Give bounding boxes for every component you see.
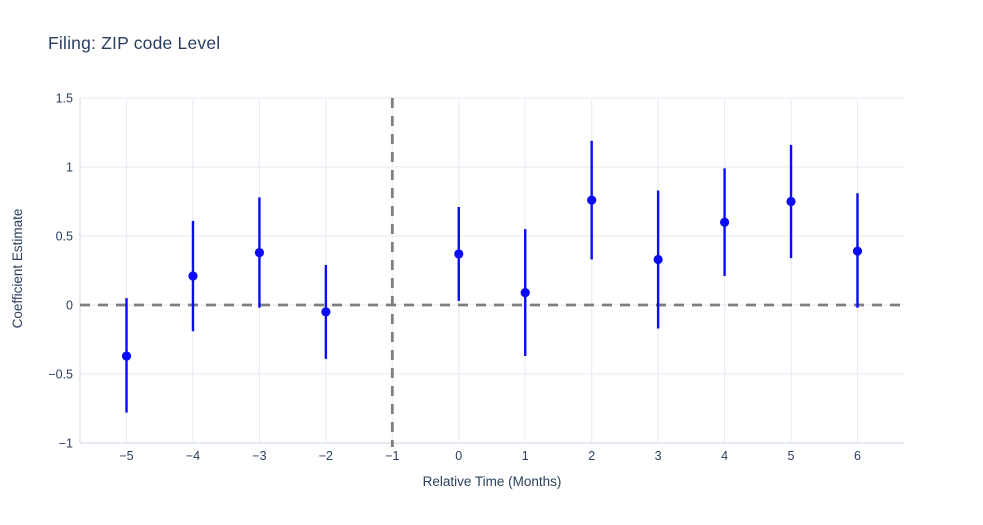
data-point[interactable] [254, 247, 265, 258]
data-point[interactable] [121, 351, 132, 361]
x-tick-label: 3 [655, 449, 662, 463]
data-point[interactable] [454, 249, 464, 259]
data-point[interactable] [188, 271, 198, 281]
x-tick-label: −3 [252, 449, 266, 463]
y-tick-label: 1 [66, 161, 73, 175]
x-tick-label: −1 [385, 449, 399, 463]
y-tick-label: −0.5 [48, 368, 73, 382]
x-tick-label: 0 [455, 449, 462, 463]
x-tick-label: 2 [588, 449, 595, 463]
x-tick-label: −5 [119, 449, 133, 463]
chart-title: Filing: ZIP code Level [48, 33, 221, 53]
data-point[interactable] [653, 254, 663, 265]
data-point[interactable] [520, 287, 530, 298]
data-point[interactable] [587, 195, 597, 205]
x-tick-label: 5 [788, 449, 795, 463]
x-axis-title: Relative Time (Months) [422, 474, 562, 489]
y-tick-label: 0.5 [56, 230, 73, 244]
y-tick-label: 1.5 [56, 92, 73, 106]
data-point[interactable] [321, 307, 331, 317]
x-tick-label: −2 [319, 449, 333, 463]
x-tick-label: 1 [522, 449, 529, 463]
data-point[interactable] [852, 246, 863, 256]
y-tick-label: 0 [66, 299, 73, 313]
y-tick-label: −1 [59, 437, 73, 451]
data-point[interactable] [719, 217, 730, 227]
x-tick-label: −4 [186, 449, 200, 463]
data-point[interactable] [786, 196, 796, 207]
x-tick-label: 6 [854, 449, 861, 463]
x-tick-label: 4 [721, 449, 728, 463]
